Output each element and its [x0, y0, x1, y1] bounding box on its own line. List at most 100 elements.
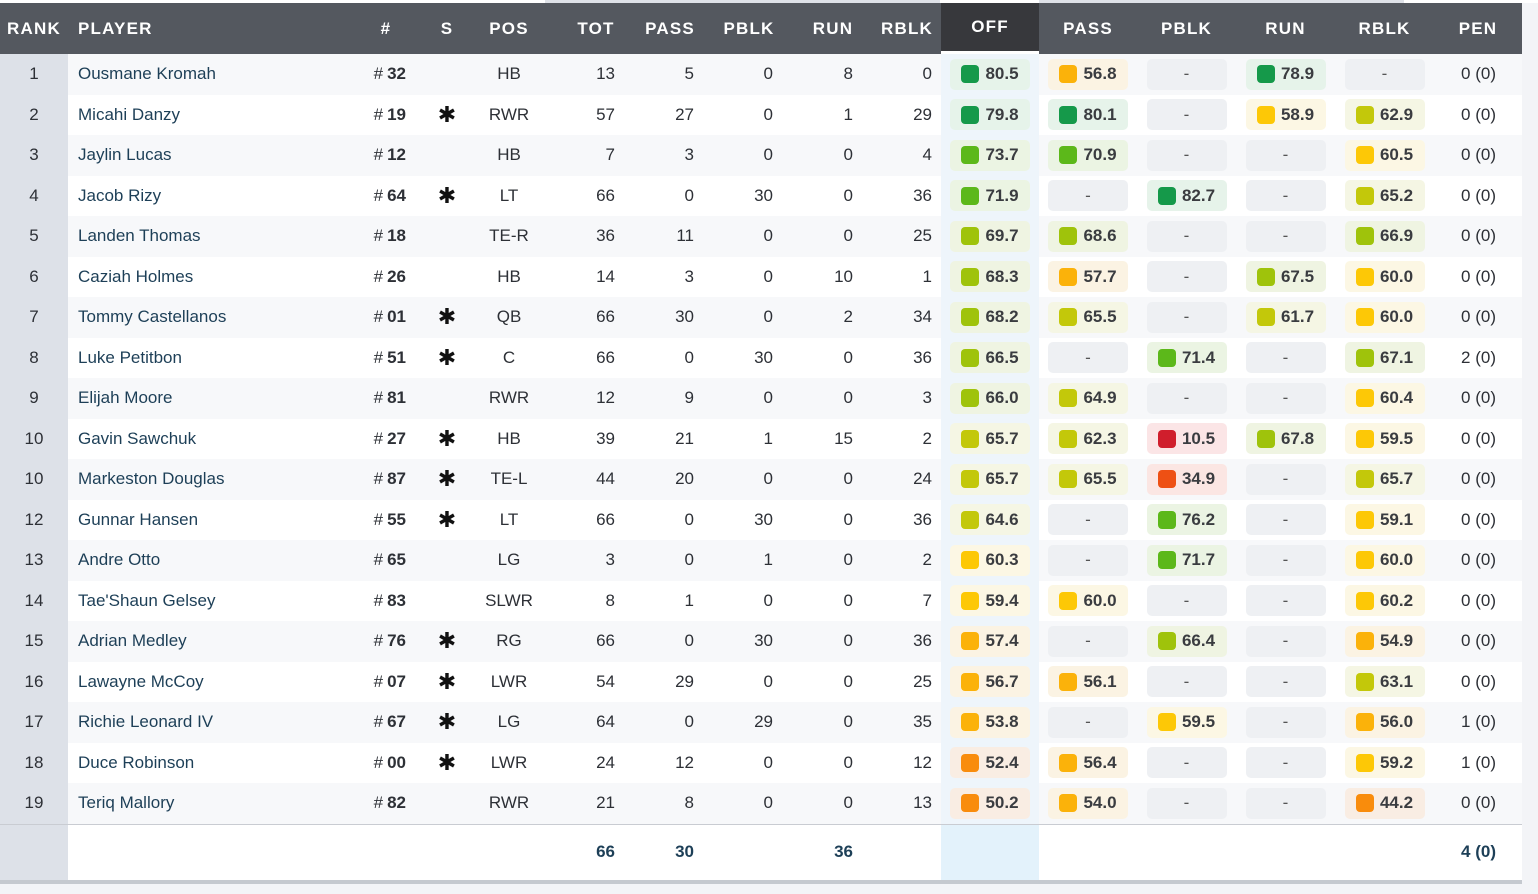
- player-name-link[interactable]: Jacob Rizy: [78, 176, 348, 217]
- player-name-link[interactable]: Caziah Holmes: [78, 257, 348, 298]
- grade-color-swatch-icon: [1355, 794, 1374, 813]
- player-link[interactable]: Markeston Douglas: [78, 469, 225, 489]
- grade-color-swatch-icon: [1059, 308, 1078, 327]
- rblk-grade-cell: 60.2: [1335, 581, 1434, 622]
- col-header-pblk-grade[interactable]: PBLK: [1160, 18, 1213, 38]
- player-link[interactable]: Micahi Danzy: [78, 104, 181, 124]
- player-link[interactable]: Tae'Shaun Gelsey: [78, 590, 216, 610]
- grade-color-swatch-icon: [1157, 713, 1176, 732]
- rank-column-bg: [0, 702, 68, 743]
- player-name-link[interactable]: Landen Thomas: [78, 216, 348, 257]
- player-name-link[interactable]: Gunnar Hansen: [78, 500, 348, 541]
- player-grades-table: RANK PLAYER # S POS TOT PASS PBLK RUN RB…: [0, 3, 1522, 884]
- player-link[interactable]: Andre Otto: [78, 550, 161, 570]
- grade-value: 67.5: [1280, 266, 1315, 286]
- grade-color-swatch-icon: [1256, 308, 1275, 327]
- player-name-link[interactable]: Adrian Medley: [78, 621, 348, 662]
- grade-value: 65.7: [985, 469, 1019, 489]
- col-header-run-snaps[interactable]: RUN: [812, 18, 854, 38]
- run-grade-cell: -: [1236, 540, 1335, 581]
- player-link[interactable]: Gunnar Hansen: [78, 509, 199, 529]
- jersey-number-value: 65: [387, 550, 406, 570]
- rank-cell: 3: [29, 145, 39, 165]
- col-header-rblk-grade[interactable]: RBLK: [1358, 18, 1411, 38]
- position: HB: [497, 428, 521, 448]
- col-header-player[interactable]: PLAYER: [78, 18, 153, 38]
- col-header-pass-grade[interactable]: PASS: [1063, 18, 1113, 38]
- player-name-link[interactable]: Elijah Moore: [78, 378, 348, 419]
- grade-value: 82.7: [1181, 185, 1216, 205]
- pblk-grade-badge: 10.5: [1146, 423, 1227, 455]
- player-name-link[interactable]: Tae'Shaun Gelsey: [78, 581, 348, 622]
- grade-value: 44.2: [1379, 793, 1414, 813]
- col-header-run-grade[interactable]: RUN: [1265, 18, 1306, 38]
- pass-snaps: 0: [684, 631, 694, 651]
- col-header-off-grade[interactable]: OFF: [941, 3, 1039, 54]
- pblk-snaps: 30: [754, 509, 773, 529]
- player-name-link[interactable]: Teriq Mallory: [78, 783, 348, 824]
- player-name-link[interactable]: Tommy Castellanos: [78, 297, 348, 338]
- col-header-penalties[interactable]: PEN: [1458, 18, 1498, 38]
- player-name-link[interactable]: Markeston Douglas: [78, 459, 348, 500]
- col-header-rank[interactable]: RANK: [7, 18, 61, 38]
- player-name-link[interactable]: Andre Otto: [78, 540, 348, 581]
- grade-value: -: [1282, 509, 1289, 529]
- player-link[interactable]: Jaylin Lucas: [78, 145, 172, 165]
- player-name-link[interactable]: Ousmane Kromah: [78, 54, 348, 95]
- rblk-grade-cell: 63.1: [1335, 662, 1434, 703]
- pass-snaps: 0: [684, 347, 694, 367]
- rank-column-bg: [0, 540, 68, 581]
- col-header-starter[interactable]: S: [440, 18, 454, 38]
- pass-grade-cell: 68.6: [1039, 216, 1137, 257]
- pblk-grade-cell: -: [1137, 783, 1236, 824]
- player-link[interactable]: Tommy Castellanos: [78, 307, 227, 327]
- pass-grade-cell: 65.5: [1039, 459, 1137, 500]
- col-header-pos[interactable]: POS: [489, 18, 529, 38]
- player-link[interactable]: Luke Petitbon: [78, 347, 182, 367]
- pblk-grade-cell: -: [1137, 257, 1236, 298]
- jersey-number-value: 26: [387, 266, 406, 286]
- player-name-link[interactable]: Duce Robinson: [78, 743, 348, 784]
- grade-value: 65.5: [1083, 469, 1117, 489]
- grade-value: 60.0: [1379, 266, 1414, 286]
- grade-color-swatch-icon: [1059, 227, 1078, 246]
- col-header-tot[interactable]: TOT: [577, 18, 615, 38]
- player-link[interactable]: Landen Thomas: [78, 226, 201, 246]
- player-name-link[interactable]: Gavin Sawchuk: [78, 419, 348, 460]
- rank-column-bg: [0, 216, 68, 257]
- player-link[interactable]: Adrian Medley: [78, 631, 187, 651]
- player-link[interactable]: Lawayne McCoy: [78, 671, 204, 691]
- player-link[interactable]: Richie Leonard IV: [78, 712, 214, 732]
- grade-color-swatch-icon: [1059, 267, 1078, 286]
- player-link[interactable]: Ousmane Kromah: [78, 64, 216, 84]
- rblk-grade-badge: 65.7: [1344, 463, 1425, 495]
- player-link[interactable]: Jacob Rizy: [78, 185, 162, 205]
- player-name-link[interactable]: Richie Leonard IV: [78, 702, 348, 743]
- grade-value: -: [1085, 631, 1091, 651]
- player-link[interactable]: Elijah Moore: [78, 388, 173, 408]
- pblk-grade-cell: 10.5: [1137, 419, 1236, 460]
- run-snaps: 0: [843, 145, 853, 165]
- run-grade-cell: 61.7: [1236, 297, 1335, 338]
- table-row: 19 Teriq Mallory #82 RWR 21 8 0 0 13 50.2 54.0 - - 44…: [0, 783, 1522, 824]
- off-grade-cell: 66.5: [941, 338, 1039, 379]
- col-header-number[interactable]: #: [380, 18, 392, 38]
- player-name-link[interactable]: Micahi Danzy: [78, 95, 348, 136]
- player-link[interactable]: Caziah Holmes: [78, 266, 194, 286]
- col-header-pblk-snaps[interactable]: PBLK: [723, 18, 775, 38]
- col-header-pass-snaps[interactable]: PASS: [645, 18, 695, 38]
- player-name-link[interactable]: Luke Petitbon: [78, 338, 348, 379]
- run-snaps: 2: [843, 307, 853, 327]
- player-link[interactable]: Gavin Sawchuk: [78, 428, 197, 448]
- player-name-link[interactable]: Jaylin Lucas: [78, 135, 348, 176]
- grade-value: -: [1282, 590, 1289, 610]
- player-name-link[interactable]: Lawayne McCoy: [78, 662, 348, 703]
- starter-asterisk-icon: ✱: [437, 506, 457, 532]
- grade-value: 60.5: [1379, 145, 1414, 165]
- rblk-snaps: 1: [922, 266, 932, 286]
- player-link[interactable]: Duce Robinson: [78, 752, 195, 772]
- jersey-number: #82: [340, 783, 406, 824]
- grade-value: -: [1085, 185, 1091, 205]
- col-header-rblk-snaps[interactable]: RBLK: [880, 18, 933, 38]
- player-link[interactable]: Teriq Mallory: [78, 793, 175, 813]
